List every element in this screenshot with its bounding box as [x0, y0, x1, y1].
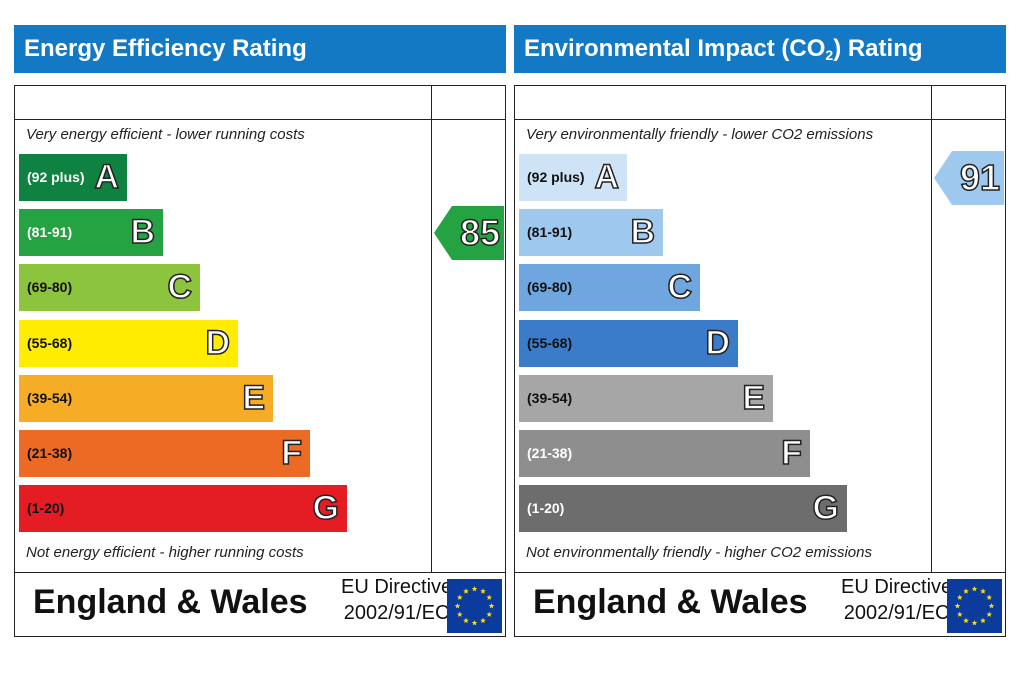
environmental-impact-chart: Environmental Impact (CO2) Rating Very e…: [514, 25, 1006, 637]
band-range-label: (39-54): [27, 389, 73, 406]
band-g: (1-20) G: [519, 485, 847, 533]
eu-directive-label: EU Directive 2002/91/EC: [841, 576, 953, 624]
band-range-label: (1-20): [527, 500, 565, 517]
top-note: Very energy efficient - lower running co…: [26, 126, 305, 143]
band-letter: D: [205, 323, 231, 363]
chart-frame: Very environmentally friendly - lower CO…: [514, 85, 1006, 637]
band-range-label: (69-80): [27, 279, 73, 296]
current-rating-arrow: 91: [934, 151, 1004, 205]
band-a: (92 plus) A: [19, 154, 127, 201]
band-range-label: (21-38): [27, 445, 73, 461]
band-g: (1-20) G: [19, 485, 347, 533]
chart-frame: Very energy efficient - lower running co…: [14, 85, 506, 637]
bottom-note: Not environmentally friendly - higher CO…: [526, 544, 872, 561]
region-label: England & Wales: [33, 583, 308, 621]
band-range-label: (92 plus): [27, 169, 85, 185]
band-letter: G: [812, 488, 840, 528]
band-range-label: (1-20): [27, 500, 65, 517]
band-f: (21-38) F: [19, 430, 310, 477]
top-note: Very environmentally friendly - lower CO…: [526, 126, 874, 143]
band-letter: C: [667, 268, 693, 308]
band-letter: B: [630, 212, 656, 252]
band-e: (39-54) E: [519, 374, 773, 422]
band-c: (69-80) C: [519, 264, 700, 312]
region-label: England & Wales: [533, 583, 808, 621]
current-rating-value: 91: [959, 156, 1001, 199]
band-a: (92 plus) A: [519, 154, 627, 201]
bottom-note: Not energy efficient - higher running co…: [26, 544, 304, 561]
band-letter: A: [594, 157, 620, 197]
band-letter: A: [94, 157, 120, 197]
eu-flag-icon: [447, 579, 502, 633]
band-letter: B: [130, 212, 156, 252]
band-range-label: (69-80): [527, 279, 573, 296]
current-rating-arrow: 85: [434, 206, 504, 261]
band-letter: G: [312, 488, 340, 528]
band-letter: F: [280, 433, 302, 473]
band-b: (81-91) B: [519, 209, 663, 257]
band-f: (21-38) F: [519, 430, 810, 477]
current-rating-value: 85: [459, 211, 501, 254]
band-range-label: (81-91): [27, 224, 73, 241]
band-range-label: (81-91): [527, 224, 573, 241]
band-letter: E: [742, 378, 766, 418]
eu-flag-icon: [947, 579, 1002, 633]
band-range-label: (55-68): [27, 334, 73, 351]
chart-title: Environmental Impact (CO2) Rating: [514, 25, 1006, 73]
energy-efficiency-chart: Energy Efficiency Rating Very energy eff…: [14, 25, 506, 637]
band-range-label: (92 plus): [527, 169, 585, 185]
band-range-label: (21-38): [527, 445, 573, 461]
eu-directive-label: EU Directive 2002/91/EC: [341, 576, 453, 624]
band-e: (39-54) E: [19, 374, 273, 422]
band-b: (81-91) B: [19, 209, 163, 257]
band-range-label: (55-68): [527, 334, 573, 351]
band-letter: E: [242, 378, 266, 418]
band-letter: F: [780, 433, 802, 473]
chart-title: Energy Efficiency Rating: [14, 25, 506, 73]
band-range-label: (39-54): [527, 389, 573, 406]
band-c: (69-80) C: [19, 264, 200, 312]
band-letter: C: [167, 268, 193, 308]
band-d: (55-68) D: [19, 319, 238, 367]
band-d: (55-68) D: [519, 319, 738, 367]
band-letter: D: [705, 323, 731, 363]
